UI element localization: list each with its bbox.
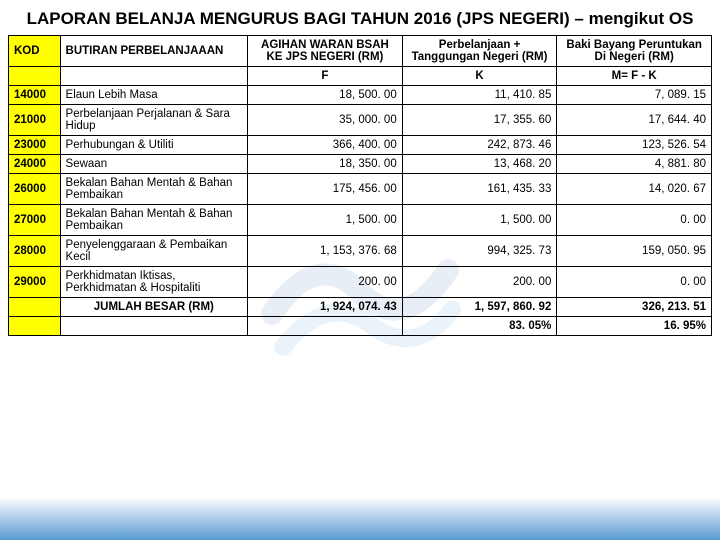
- sub-f: F: [248, 67, 403, 86]
- cell-f: 200. 00: [248, 267, 403, 298]
- cell-k: 11, 410. 85: [402, 86, 557, 105]
- cell-f: 1, 153, 376. 68: [248, 236, 403, 267]
- cell-f: 366, 400. 00: [248, 136, 403, 155]
- total-k: 1, 597, 860. 92: [402, 298, 557, 317]
- sub-m: M= F - K: [557, 67, 712, 86]
- total-row: JUMLAH BESAR (RM) 1, 924, 074. 43 1, 597…: [9, 298, 712, 317]
- cell-butiran: Penyelenggaraan & Pembaikan Kecil: [60, 236, 248, 267]
- cell-kod: 29000: [9, 267, 61, 298]
- header-perbelanjaan: Perbelanjaan + Tanggungan Negeri (RM): [402, 36, 557, 67]
- sub-blank-kod: [9, 67, 61, 86]
- percentage-row: 83. 05% 16. 95%: [9, 317, 712, 336]
- header-kod: KOD: [9, 36, 61, 67]
- cell-f: 35, 000. 00: [248, 105, 403, 136]
- cell-kod: 14000: [9, 86, 61, 105]
- cell-kod: 21000: [9, 105, 61, 136]
- cell-f: 18, 350. 00: [248, 155, 403, 174]
- cell-f: 175, 456. 00: [248, 174, 403, 205]
- cell-m: 17, 644. 40: [557, 105, 712, 136]
- table-row: 21000Perbelanjaan Perjalanan & Sara Hidu…: [9, 105, 712, 136]
- sub-blank-butiran: [60, 67, 248, 86]
- pct-blank-butiran: [60, 317, 248, 336]
- sub-k: K: [402, 67, 557, 86]
- header-agihan: AGIHAN WARAN BSAH KE JPS NEGERI (RM): [248, 36, 403, 67]
- cell-m: 0. 00: [557, 267, 712, 298]
- cell-k: 13, 468. 20: [402, 155, 557, 174]
- cell-m: 123, 526. 54: [557, 136, 712, 155]
- cell-f: 1, 500. 00: [248, 205, 403, 236]
- table-row: 26000Bekalan Bahan Mentah & Bahan Pembai…: [9, 174, 712, 205]
- cell-kod: 24000: [9, 155, 61, 174]
- total-f: 1, 924, 074. 43: [248, 298, 403, 317]
- cell-m: 7, 089. 15: [557, 86, 712, 105]
- cell-kod: 26000: [9, 174, 61, 205]
- cell-butiran: Elaun Lebih Masa: [60, 86, 248, 105]
- cell-butiran: Perkhidmatan Iktisas, Perkhidmatan & Hos…: [60, 267, 248, 298]
- cell-k: 17, 355. 60: [402, 105, 557, 136]
- report-title: LAPORAN BELANJA MENGURUS BAGI TAHUN 2016…: [0, 0, 720, 35]
- cell-m: 14, 020. 67: [557, 174, 712, 205]
- table-row: 28000Penyelenggaraan & Pembaikan Kecil1,…: [9, 236, 712, 267]
- cell-k: 242, 873. 46: [402, 136, 557, 155]
- cell-butiran: Sewaan: [60, 155, 248, 174]
- total-label: JUMLAH BESAR (RM): [60, 298, 248, 317]
- pct-m: 16. 95%: [557, 317, 712, 336]
- table-row: 23000Perhubungan & Utiliti366, 400. 0024…: [9, 136, 712, 155]
- table-row: 29000Perkhidmatan Iktisas, Perkhidmatan …: [9, 267, 712, 298]
- header-butiran: BUTIRAN PERBELANJAAAN: [60, 36, 248, 67]
- table-row: 24000Sewaan18, 350. 0013, 468. 204, 881.…: [9, 155, 712, 174]
- pct-k: 83. 05%: [402, 317, 557, 336]
- cell-m: 4, 881. 80: [557, 155, 712, 174]
- cell-butiran: Bekalan Bahan Mentah & Bahan Pembaikan: [60, 174, 248, 205]
- cell-kod: 23000: [9, 136, 61, 155]
- cell-butiran: Perbelanjaan Perjalanan & Sara Hidup: [60, 105, 248, 136]
- cell-kod: 27000: [9, 205, 61, 236]
- cell-kod: 28000: [9, 236, 61, 267]
- table-row: 27000Bekalan Bahan Mentah & Bahan Pembai…: [9, 205, 712, 236]
- cell-m: 0. 00: [557, 205, 712, 236]
- header-baki: Baki Bayang Peruntukan Di Negeri (RM): [557, 36, 712, 67]
- cell-m: 159, 050. 95: [557, 236, 712, 267]
- cell-f: 18, 500. 00: [248, 86, 403, 105]
- header-row-main: KOD BUTIRAN PERBELANJAAAN AGIHAN WARAN B…: [9, 36, 712, 67]
- total-m: 326, 213. 51: [557, 298, 712, 317]
- pct-blank-kod: [9, 317, 61, 336]
- cell-k: 1, 500. 00: [402, 205, 557, 236]
- cell-k: 161, 435. 33: [402, 174, 557, 205]
- pct-blank-f: [248, 317, 403, 336]
- expenditure-table: KOD BUTIRAN PERBELANJAAAN AGIHAN WARAN B…: [8, 35, 712, 336]
- cell-butiran: Perhubungan & Utiliti: [60, 136, 248, 155]
- cell-k: 200. 00: [402, 267, 557, 298]
- cell-k: 994, 325. 73: [402, 236, 557, 267]
- header-row-sub: F K M= F - K: [9, 67, 712, 86]
- total-blank-kod: [9, 298, 61, 317]
- cell-butiran: Bekalan Bahan Mentah & Bahan Pembaikan: [60, 205, 248, 236]
- table-row: 14000Elaun Lebih Masa18, 500. 0011, 410.…: [9, 86, 712, 105]
